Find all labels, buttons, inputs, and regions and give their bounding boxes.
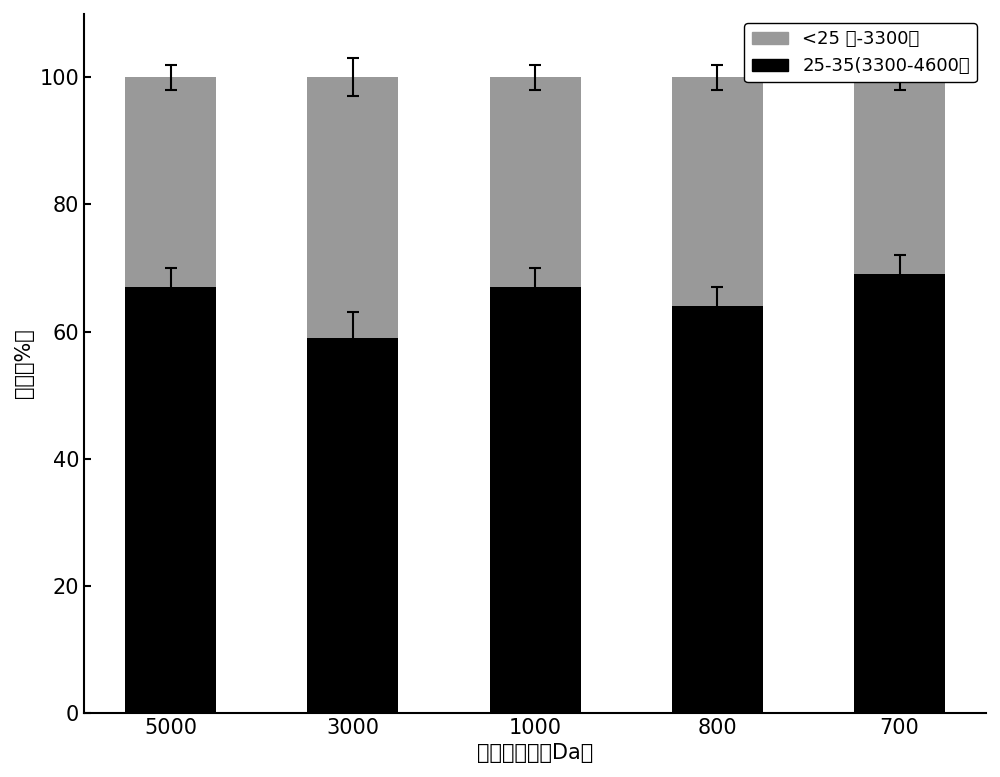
Bar (672, 306, 763, 713)
Bar (125, 78, 216, 287)
Bar (490, 78, 581, 287)
Bar (672, 78, 763, 306)
Y-axis label: 含量（%）: 含量（%） (14, 329, 34, 398)
Bar (125, 287, 216, 713)
Bar (854, 274, 945, 713)
X-axis label: 截留分子量（Da）: 截留分子量（Da） (477, 743, 593, 763)
Bar (854, 78, 945, 274)
Legend: <25 （-3300）, 25-35(3300-4600）: <25 （-3300）, 25-35(3300-4600） (744, 23, 977, 82)
Bar (307, 338, 398, 713)
Bar (490, 287, 581, 713)
Bar (307, 78, 398, 338)
